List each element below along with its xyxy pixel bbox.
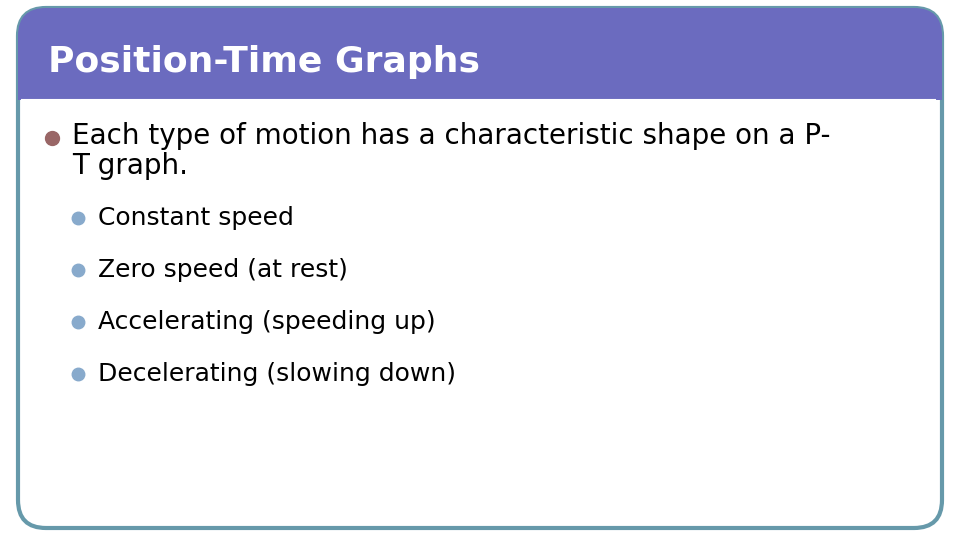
Text: Decelerating (slowing down): Decelerating (slowing down) xyxy=(98,362,456,386)
Text: Position-Time Graphs: Position-Time Graphs xyxy=(48,45,480,79)
Text: Each type of motion has a characteristic shape on a P-: Each type of motion has a characteristic… xyxy=(72,122,830,150)
Text: Zero speed (at rest): Zero speed (at rest) xyxy=(98,258,348,282)
Text: Constant speed: Constant speed xyxy=(98,206,294,230)
Text: Accelerating (speeding up): Accelerating (speeding up) xyxy=(98,310,436,334)
Bar xyxy=(18,55,942,100)
FancyBboxPatch shape xyxy=(18,8,942,528)
Text: T graph.: T graph. xyxy=(72,152,188,180)
FancyBboxPatch shape xyxy=(18,8,942,100)
